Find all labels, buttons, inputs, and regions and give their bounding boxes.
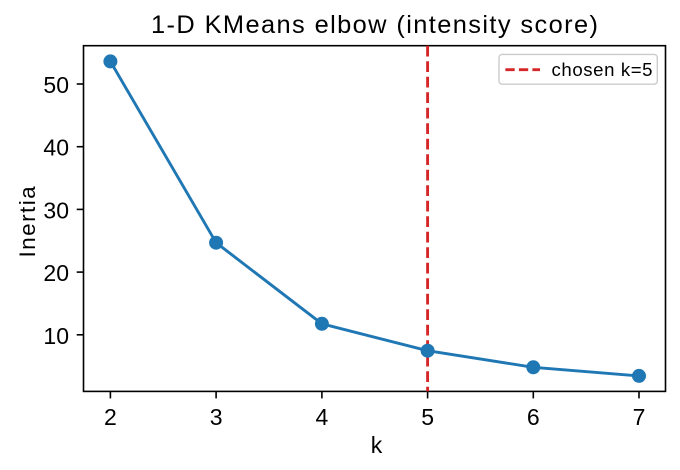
svg-text:1-D KMeans elbow (intensity sc: 1-D KMeans elbow (intensity score) xyxy=(151,11,599,39)
svg-text:Inertia: Inertia xyxy=(15,185,40,258)
svg-text:4: 4 xyxy=(316,404,329,430)
svg-text:40: 40 xyxy=(43,135,69,161)
svg-text:2: 2 xyxy=(104,404,117,430)
svg-text:7: 7 xyxy=(633,404,646,430)
svg-text:10: 10 xyxy=(43,323,69,349)
svg-text:3: 3 xyxy=(210,404,223,430)
svg-text:k: k xyxy=(371,432,383,458)
svg-text:6: 6 xyxy=(527,404,540,430)
svg-text:20: 20 xyxy=(43,260,69,286)
svg-text:chosen k=5: chosen k=5 xyxy=(552,59,654,80)
svg-text:30: 30 xyxy=(43,197,69,223)
svg-text:5: 5 xyxy=(421,404,434,430)
svg-text:50: 50 xyxy=(43,72,69,98)
